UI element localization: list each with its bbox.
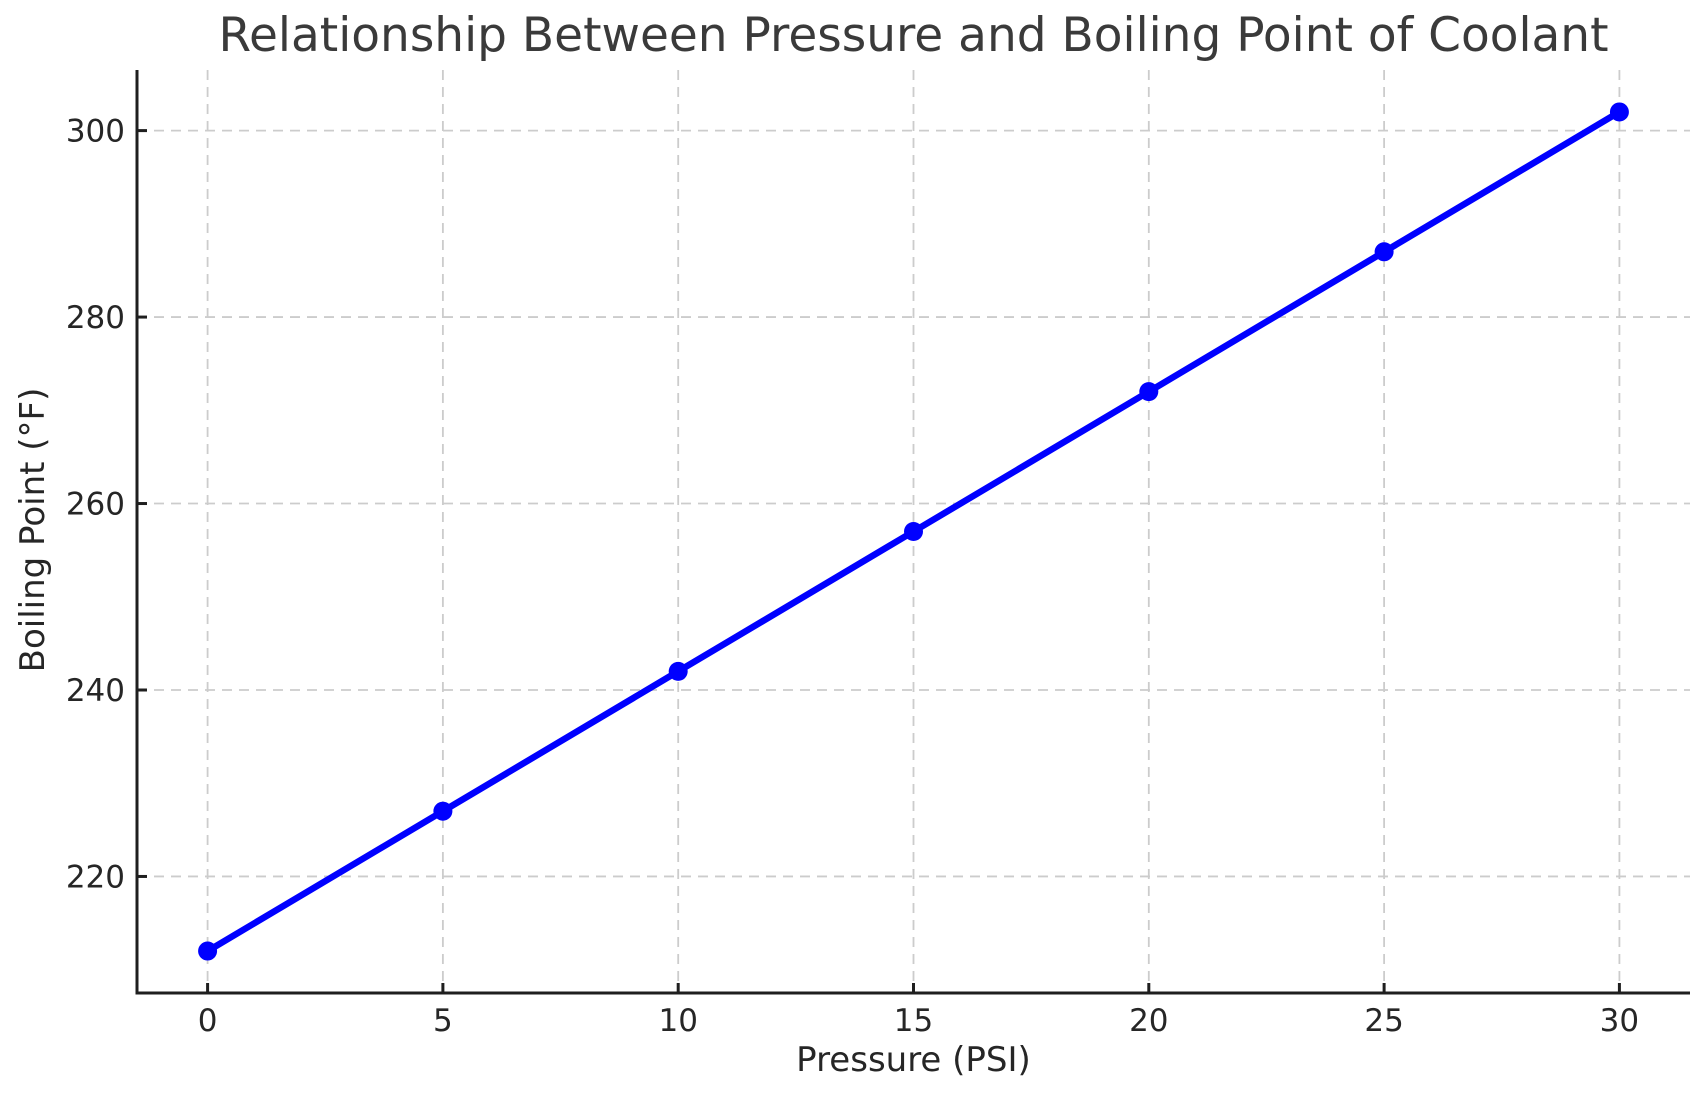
data-point-marker <box>198 941 218 961</box>
data-point-marker <box>433 801 453 821</box>
y-tick-label: 280 <box>66 300 125 336</box>
data-point-marker <box>1139 382 1159 402</box>
data-point-marker <box>1609 102 1629 122</box>
y-tick-label: 260 <box>66 487 125 523</box>
x-tick-label: 20 <box>1129 1003 1168 1039</box>
y-tick-label: 240 <box>66 673 125 709</box>
x-tick-label: 0 <box>198 1003 218 1039</box>
x-tick-label: 30 <box>1600 1003 1639 1039</box>
x-tick-label: 10 <box>658 1003 697 1039</box>
y-tick-label: 300 <box>66 114 125 150</box>
x-tick-label: 5 <box>433 1003 453 1039</box>
x-axis-label: Pressure (PSI) <box>796 1040 1031 1080</box>
data-point-marker <box>904 522 923 541</box>
x-tick-label: 25 <box>1364 1003 1403 1039</box>
y-tick-label: 220 <box>66 859 125 895</box>
data-point-marker <box>1374 242 1394 262</box>
x-tick-label: 15 <box>894 1003 933 1039</box>
data-point-marker <box>668 661 688 681</box>
chart-title: Relationship Between Pressure and Boilin… <box>218 8 1609 63</box>
